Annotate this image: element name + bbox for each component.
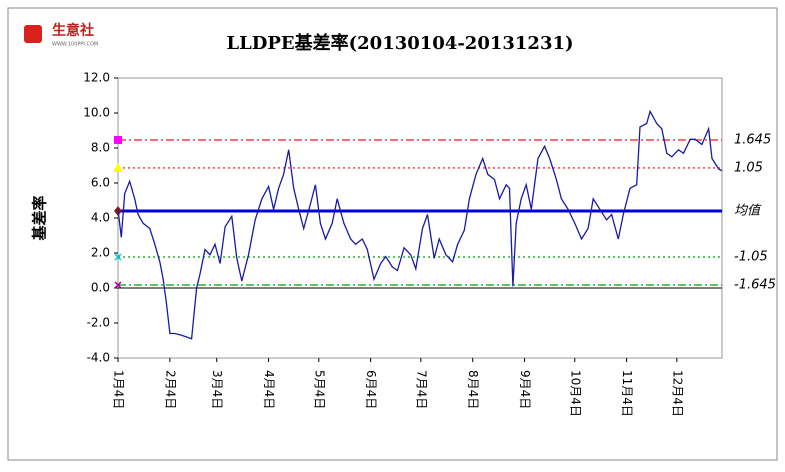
x-tick-label: 10月4日 <box>568 370 582 417</box>
logo-icon <box>24 25 42 43</box>
x-tick-label: 7月4日 <box>414 370 428 409</box>
x-tick-label: 1月4日 <box>112 370 126 409</box>
y-axis-label: 基差率 <box>31 195 49 241</box>
x-tick-label: 3月4日 <box>210 370 224 409</box>
x-tick-label: 12月4日 <box>670 370 684 417</box>
x-tick-label: 6月4日 <box>364 370 378 409</box>
y-tick-label: 2.0 <box>91 246 110 260</box>
y-tick-label: 4.0 <box>91 211 110 225</box>
y-tick-label: -2.0 <box>87 316 110 330</box>
x-tick-label: 2月4日 <box>163 370 177 409</box>
reference-label: 1.05 <box>734 160 763 175</box>
chart-title: LLDPE基差率(20130104-20131231) <box>226 32 573 54</box>
y-tick-label: 10.0 <box>83 106 110 120</box>
y-tick-label: 6.0 <box>91 176 110 190</box>
plot-area <box>117 77 723 359</box>
x-tick-label: 4月4日 <box>262 370 276 409</box>
y-tick-label: 12.0 <box>83 71 110 85</box>
x-tick-label: 11月4日 <box>620 370 634 417</box>
x-tick-label: 8月4日 <box>466 370 480 409</box>
reference-marker <box>114 253 122 261</box>
data-line <box>117 109 723 340</box>
y-tick-label: 8.0 <box>91 141 110 155</box>
x-tick-label: 5月4日 <box>312 370 326 409</box>
reference-marker <box>113 162 123 172</box>
reference-label: -1.05 <box>734 250 768 265</box>
logo-name: 生意社 <box>52 22 94 39</box>
logo-site: WWW.100PPI.COM <box>52 42 98 48</box>
reference-label: -1.645 <box>734 278 776 293</box>
x-tick-label: 9月4日 <box>518 370 532 409</box>
y-tick-label: 0.0 <box>91 281 110 295</box>
reference-marker <box>114 281 122 289</box>
y-tick-label: -4.0 <box>87 351 110 365</box>
reference-marker <box>114 135 122 144</box>
reference-label: 均值 <box>734 204 762 219</box>
reference-label: 1.645 <box>734 132 771 147</box>
